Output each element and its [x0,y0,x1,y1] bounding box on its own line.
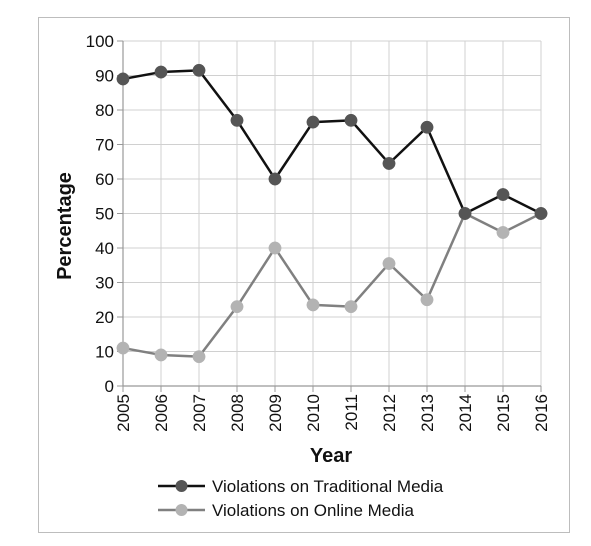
y-tick-label: 40 [95,239,114,258]
data-point-traditional [496,188,510,201]
y-tick-label: 0 [105,377,114,396]
chart-frame [38,17,570,533]
x-tick-label: 2013 [418,394,437,432]
data-point-online [230,300,244,314]
x-tick-label: 2005 [114,394,133,432]
x-tick-label: 2016 [532,394,551,432]
y-tick-label: 90 [95,67,114,86]
data-point-online [268,241,282,255]
series-line-online [122,212,542,358]
y-tick-label: 100 [86,32,114,51]
legend-marker-online [175,504,188,516]
legend-item-online: Violations on Online Media [158,501,414,520]
legend-item-traditional: Violations on Traditional Media [158,477,444,496]
y-tick-label: 80 [95,101,114,120]
x-tick-label: 2008 [228,394,247,432]
x-tick-label: 2014 [456,394,475,432]
y-tick-label: 20 [95,308,114,327]
data-point-traditional [154,65,168,79]
data-point-traditional [192,63,206,77]
data-point-traditional [534,207,548,220]
x-tick-label: 2006 [152,394,171,432]
x-tick-label: 2012 [380,394,399,432]
data-point-traditional [420,120,434,134]
data-points [116,63,548,364]
legend: Violations on Traditional Media Violatio… [158,477,444,520]
data-point-traditional [306,115,320,129]
x-tick-label: 2015 [494,394,513,432]
legend-marker-traditional [175,480,188,492]
x-tick-label: 2009 [266,394,285,432]
data-point-online [382,257,396,270]
data-point-online [192,350,206,364]
data-point-traditional [116,72,130,86]
data-point-traditional [382,157,396,170]
grid [123,40,542,386]
data-point-online [306,298,320,312]
data-point-traditional [344,113,358,127]
y-tick-label: 70 [95,136,114,155]
y-tick-label: 10 [95,343,114,362]
x-tick-label: 2010 [304,394,323,432]
x-tick-label: 2007 [190,394,209,432]
y-tick-label: 60 [95,170,114,189]
data-point-traditional [230,113,244,127]
legend-label-online: Violations on Online Media [212,501,414,520]
data-point-online [496,226,510,239]
data-point-traditional [458,207,472,220]
y-tick-label: 50 [95,205,114,224]
data-point-online [420,293,434,307]
y-axis-title: Percentage [54,172,76,280]
data-point-online [344,300,358,314]
tick-labels: 0 10 20 30 40 50 60 70 80 90 100 2005 2006 2007 2008 20… [86,32,551,432]
axes [117,40,542,392]
x-axis-title: Year [310,445,352,467]
data-point-online [116,341,130,355]
legend-label-traditional: Violations on Traditional Media [212,477,444,496]
x-tick-label: 2011 [342,394,361,431]
series-line-traditional [122,69,542,215]
data-point-traditional [268,172,282,186]
y-tick-label: 30 [95,274,114,293]
data-point-online [154,348,168,362]
